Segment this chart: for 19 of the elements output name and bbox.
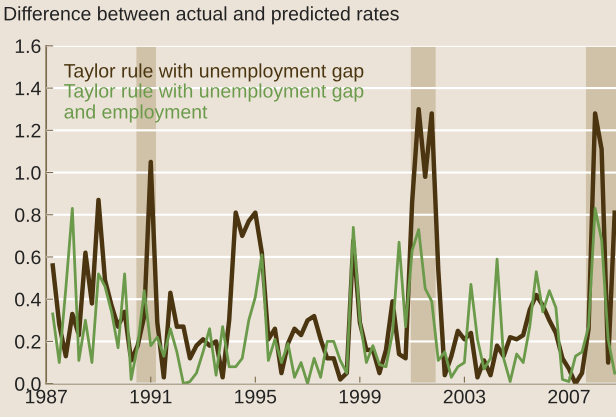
chart-title: Difference between actual and predicted rates	[4, 6, 399, 24]
text: Taylor rule with unemployment gap	[64, 63, 364, 82]
y-tick-label: 0.4	[15, 292, 41, 306]
x-tick-label: 2003	[444, 390, 486, 404]
y-tick-label: 1.2	[16, 124, 40, 138]
y-tick-label: 1.4	[16, 82, 41, 96]
x-tick-label: 1995	[235, 390, 276, 404]
x-tick-label: 1991	[130, 390, 172, 404]
y-tick-label: 1.6	[16, 39, 40, 54]
y-tick-label: 0.8	[15, 208, 40, 222]
y-tick-label: 0.2	[15, 334, 40, 349]
x-tick-label: 1987	[26, 390, 67, 404]
text: Taylor rule with unemployment gap and employment	[64, 83, 364, 123]
x-tick-label: 1999	[340, 390, 381, 404]
y-tick-label: 0.6	[15, 250, 40, 264]
x-tick-label: 2007	[548, 390, 590, 404]
y-tick-label: 0.0	[15, 377, 41, 391]
y-tick-label: 1.0	[16, 166, 41, 180]
line-series	[51, 207, 616, 384]
